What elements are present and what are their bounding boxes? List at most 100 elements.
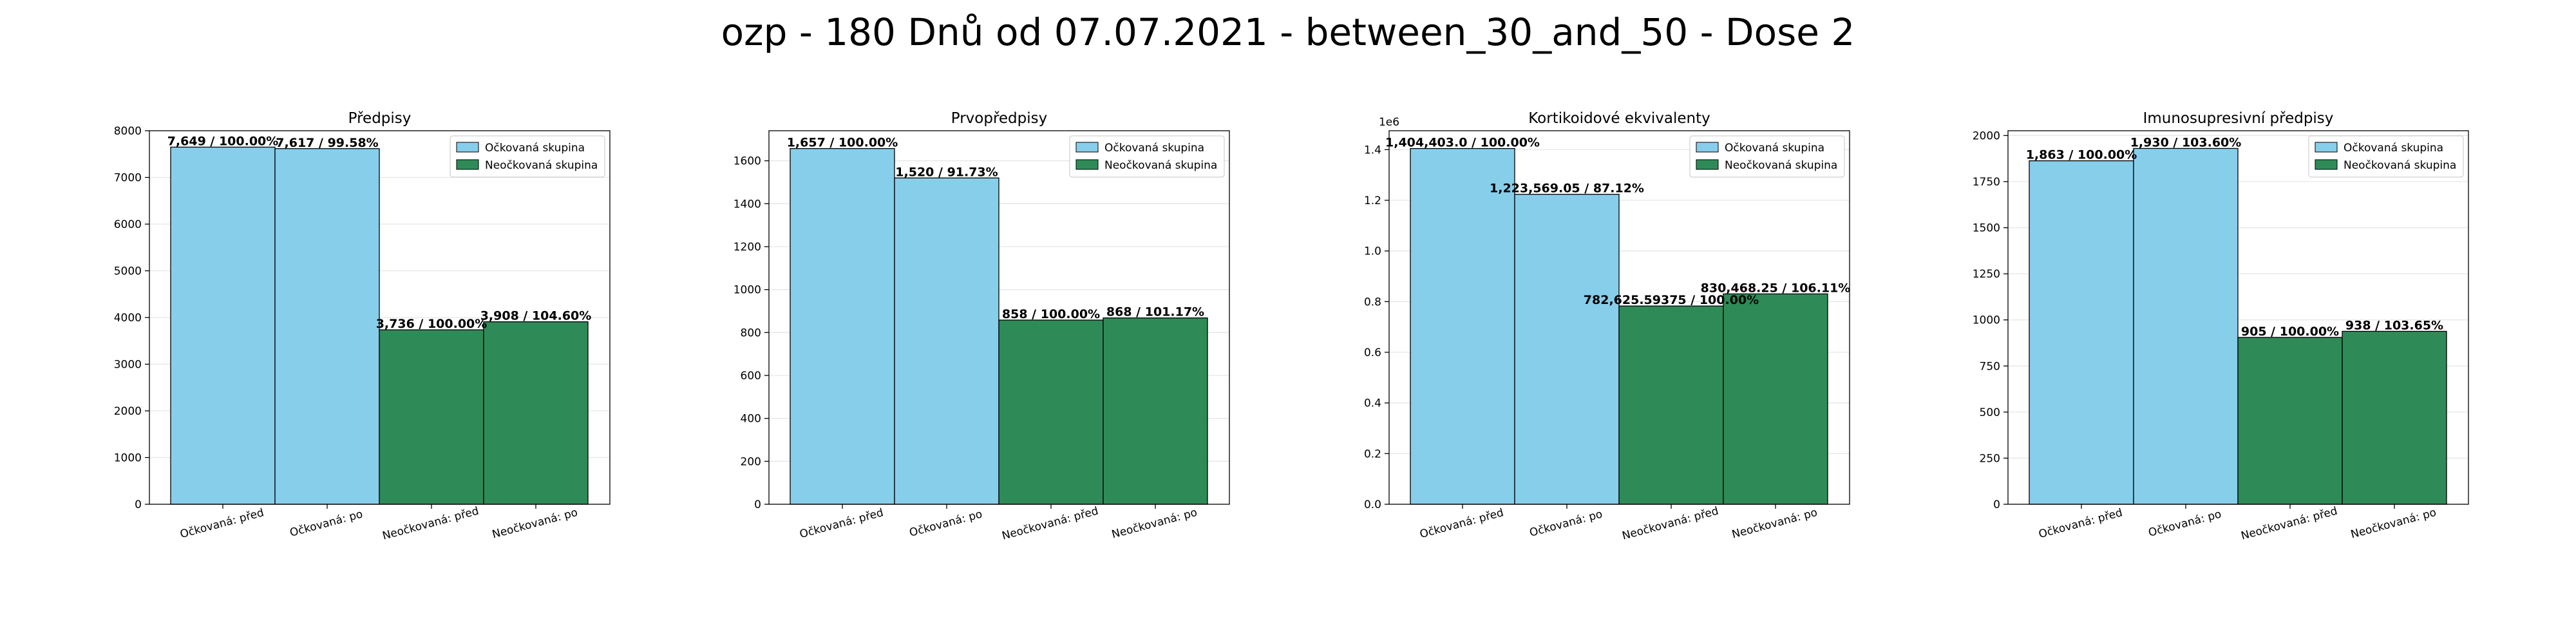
legend-box: [2308, 135, 2464, 178]
y-tick-label: 7000: [114, 172, 142, 185]
y-tick-label: 0.6: [1364, 346, 1381, 359]
legend: Očkovaná skupina Neočkovaná skupina: [2308, 135, 2464, 178]
bar: [1723, 293, 1828, 505]
legend-box: [450, 135, 605, 178]
data-label: 782,625.59375 / 100.00%: [1584, 293, 1759, 307]
y-tick-label: 0.8: [1364, 296, 1381, 308]
x-tick-label: Neočkovaná: po: [2349, 506, 2438, 542]
y-tick-label: 1250: [1973, 268, 2000, 281]
legend: Očkovaná skupina Neočkovaná skupina: [1689, 135, 1845, 178]
x-tick-label: Očkovaná: před: [2037, 506, 2123, 541]
legend-swatch: [1696, 159, 1719, 170]
y-tick-label: 0.2: [1364, 448, 1381, 460]
data-label: 858 / 100.00%: [1002, 307, 1100, 321]
y-tick-label: 1.2: [1364, 194, 1381, 207]
x-tick-label: Očkovaná: po: [908, 507, 984, 539]
legend-swatch: [1075, 159, 1099, 170]
x-tick-label: Neočkovaná: po: [1730, 506, 1819, 542]
bar: [379, 329, 484, 505]
y-offset-label: 1e6: [1379, 116, 1399, 129]
data-label: 1,657 / 100.00%: [787, 136, 898, 150]
x-tick-label: Neočkovaná: po: [491, 506, 579, 542]
legend-label: Očkovaná skupina: [1725, 142, 1824, 155]
y-tick-label: 8000: [114, 125, 142, 138]
y-tick-label: 1000: [1973, 314, 2000, 327]
data-label: 1,863 / 100.00%: [2026, 148, 2137, 162]
y-tick-label: 0: [754, 498, 761, 511]
x-tick-label: Neočkovaná: před: [1001, 505, 1100, 543]
x-tick-label: Očkovaná: po: [289, 507, 365, 539]
legend-label: Neočkovaná skupina: [1725, 159, 1837, 172]
y-tick-label: 1200: [734, 241, 761, 254]
data-label: 1,404,403.0 / 100.00%: [1385, 136, 1540, 150]
y-tick-label: 0.0: [1364, 498, 1381, 511]
legend-label: Neočkovaná skupina: [485, 159, 598, 172]
y-tick-label: 800: [741, 327, 761, 339]
axes-frame: [149, 130, 611, 505]
bar: [2133, 147, 2239, 505]
x-tick-label: Očkovaná: po: [1528, 507, 1604, 539]
legend-swatch: [1075, 142, 1099, 153]
y-tick-label: 6000: [114, 218, 142, 231]
legend-label: Neočkovaná skupina: [1104, 159, 1217, 172]
data-label: 7,649 / 100.00%: [167, 134, 279, 148]
bar: [1514, 194, 1620, 505]
chart-0: Předpisy 0 1000 2000 3000 4000 5000 6000 7000 800…: [114, 110, 611, 543]
y-tick-label: 0.4: [1364, 397, 1381, 410]
x-tick-label: Očkovaná: před: [1418, 506, 1504, 541]
legend-swatch: [456, 142, 479, 153]
bar: [1618, 305, 1724, 505]
chart-1: Prvopředpisy 0 200 400 600 800 1000 1200 1400 160…: [734, 110, 1230, 543]
data-label: 938 / 103.65%: [2345, 318, 2443, 332]
y-tick-label: 1750: [1973, 176, 2000, 189]
y-tick-label: 1600: [734, 155, 761, 168]
data-label: 1,520 / 91.73%: [895, 165, 998, 179]
x-tick-label: Neočkovaná: po: [1110, 506, 1198, 542]
y-tick-label: 500: [1980, 406, 2000, 419]
bar: [998, 319, 1104, 505]
legend-swatch: [456, 159, 479, 170]
legend-label: Očkovaná skupina: [485, 142, 585, 155]
legend-swatch: [1696, 142, 1719, 153]
y-tick-label: 5000: [114, 265, 142, 278]
bar: [483, 321, 589, 505]
y-tick-label: 250: [1980, 452, 2000, 465]
chart-title: Prvopředpisy: [951, 110, 1048, 127]
bar: [1103, 317, 1208, 505]
axes-frame: [768, 130, 1230, 505]
legend-label: Neočkovaná skupina: [2344, 159, 2456, 172]
data-label: 7,617 / 99.58%: [276, 136, 378, 150]
data-label: 1,223,569.05 / 87.12%: [1490, 182, 1644, 196]
legend-box: [1689, 135, 1845, 178]
legend-box: [1069, 135, 1225, 178]
y-tick-label: 3000: [114, 359, 142, 372]
bar: [1410, 147, 1515, 505]
chart-2: Kortikoidové ekvivalenty 0.0 0.2 0.4 0.6 0.8 1…: [1364, 110, 1850, 543]
x-tick-label: Očkovaná: před: [798, 506, 884, 541]
legend-label: Očkovaná skupina: [2344, 142, 2443, 155]
y-tick-label: 2000: [1973, 129, 2000, 142]
data-label: 868 / 101.17%: [1106, 305, 1204, 319]
figure-title: ozp - 180 Dnů od 07.07.2021 - between_30…: [721, 10, 1855, 54]
x-tick-label: Neočkovaná: před: [2240, 505, 2339, 543]
y-tick-label: 600: [741, 370, 761, 383]
bar: [790, 148, 895, 505]
y-tick-label: 4000: [114, 312, 142, 325]
y-tick-label: 1.4: [1364, 144, 1381, 156]
bar: [2029, 160, 2134, 505]
legend-swatch: [2315, 142, 2338, 153]
x-tick-label: Očkovaná: po: [2147, 507, 2223, 539]
bar: [2237, 337, 2343, 505]
data-label: 830,468.25 / 106.11%: [1701, 281, 1851, 295]
legend-swatch: [2315, 159, 2338, 170]
legend: Očkovaná skupina Neočkovaná skupina: [1069, 135, 1225, 178]
y-tick-label: 1000: [114, 452, 142, 465]
data-label: 905 / 100.00%: [2241, 325, 2339, 339]
y-tick-label: 1000: [734, 284, 761, 297]
chart-title: Předpisy: [348, 110, 412, 127]
data-label: 3,736 / 100.00%: [376, 317, 488, 331]
legend: Očkovaná skupina Neočkovaná skupina: [450, 135, 605, 178]
axes-frame: [2007, 130, 2469, 505]
axes-frame: [1388, 130, 1850, 505]
